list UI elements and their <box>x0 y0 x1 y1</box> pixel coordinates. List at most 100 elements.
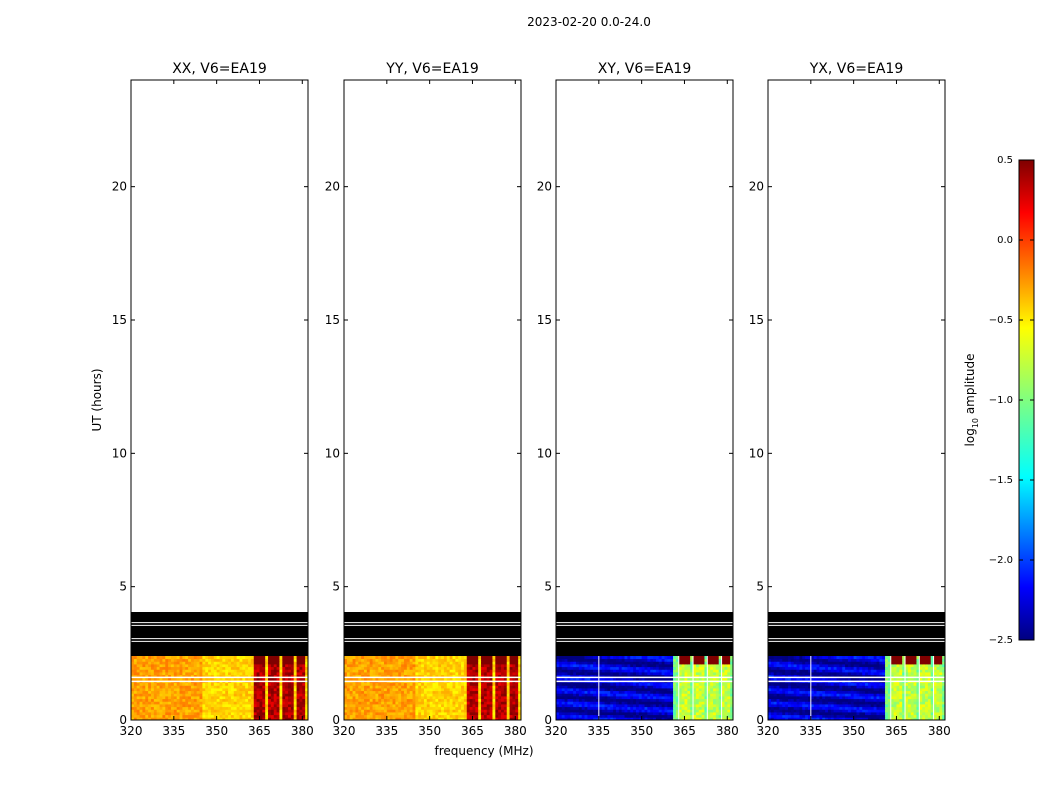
heatmap-cell <box>156 698 160 702</box>
heatmap-cell <box>233 701 238 705</box>
heatmap-cell <box>590 661 594 665</box>
heatmap-cell <box>604 672 608 676</box>
heatmap-cell <box>670 688 674 692</box>
heatmap-cell <box>270 677 275 681</box>
heatmap-cell <box>406 682 411 686</box>
heatmap-cell <box>927 704 932 708</box>
heatmap-cell <box>421 696 425 700</box>
heatmap-cell <box>222 674 226 678</box>
heatmap-cell <box>352 672 356 676</box>
heatmap-cell <box>707 677 711 681</box>
heatmap-cell <box>673 701 677 705</box>
heatmap-cell <box>210 696 215 700</box>
heatmap-cell <box>684 658 688 662</box>
heatmap-cell <box>724 696 728 700</box>
heatmap-cell <box>641 696 645 700</box>
heatmap-cell <box>190 709 195 713</box>
heatmap-cell <box>173 688 178 692</box>
heatmap-cell <box>936 712 940 716</box>
heatmap-cell <box>438 709 442 713</box>
heatmap-cell <box>361 688 365 692</box>
heatmap-cell <box>910 709 914 713</box>
heatmap-cell <box>790 706 795 710</box>
heatmap-cell <box>635 672 640 676</box>
heatmap-cell <box>647 717 651 721</box>
heatmap-cell <box>618 656 623 660</box>
heatmap-cell <box>822 706 826 710</box>
heatmap-cell <box>498 688 502 692</box>
heatmap-cell <box>239 661 243 665</box>
heatmap-cell <box>670 669 674 673</box>
heatmap-cell <box>463 666 468 670</box>
heatmap-cell <box>262 709 266 713</box>
heatmap-cell <box>202 698 206 702</box>
heatmap-cell <box>285 709 289 713</box>
heatmap-cell <box>919 714 923 718</box>
heatmap-cell <box>452 704 456 708</box>
heatmap-cell <box>902 709 906 713</box>
heatmap-cell <box>421 674 425 678</box>
heatmap-cell <box>188 690 192 694</box>
heatmap-cell <box>409 701 413 705</box>
heatmap-cell <box>199 693 203 697</box>
heatmap-cell <box>446 656 451 660</box>
heatmap-cell <box>630 674 634 678</box>
heatmap-cell <box>845 717 849 721</box>
heatmap-cell <box>847 709 852 713</box>
heatmap-cell <box>228 661 232 665</box>
heatmap-cell <box>208 712 212 716</box>
heatmap-cell <box>443 661 448 665</box>
heatmap-cell <box>506 706 510 710</box>
heatmap-cell <box>624 701 628 705</box>
heatmap-cell <box>366 658 371 662</box>
heatmap-cell <box>446 674 451 678</box>
heatmap-cell <box>355 701 359 705</box>
heatmap-cell <box>239 688 243 692</box>
heatmap-cell <box>601 685 605 689</box>
heatmap-cell <box>472 658 476 662</box>
heatmap-cell <box>902 712 906 716</box>
heatmap-cell <box>573 664 577 668</box>
heatmap-cell <box>621 690 625 694</box>
heatmap-cell <box>423 669 428 673</box>
heatmap-cell <box>681 698 685 702</box>
heatmap-cell <box>133 704 138 708</box>
heatmap-cell <box>675 706 680 710</box>
heatmap-cell <box>501 688 505 692</box>
heatmap-cell <box>839 709 843 713</box>
heatmap-cell <box>618 682 623 686</box>
heatmap-cell <box>836 714 840 718</box>
heatmap-cell <box>423 693 428 697</box>
heatmap-cell <box>156 712 160 716</box>
heatmap-cell <box>713 661 717 665</box>
heatmap-cell <box>449 701 453 705</box>
heatmap-cell <box>727 696 731 700</box>
heatmap-cell <box>489 709 493 713</box>
heatmap-cell <box>653 701 657 705</box>
heatmap-cell <box>415 693 419 697</box>
heatmap-cell <box>601 704 605 708</box>
heatmap-cell <box>564 693 568 697</box>
heatmap-cell <box>624 706 628 710</box>
heatmap-cell <box>721 672 725 676</box>
heatmap-cell <box>876 706 880 710</box>
heatmap-cell <box>687 666 691 670</box>
heatmap-cell <box>153 677 158 681</box>
heatmap-cell <box>156 690 160 694</box>
heatmap-cell <box>715 712 720 716</box>
heatmap-cell <box>661 690 665 694</box>
heatmap-cell <box>176 693 180 697</box>
heatmap-cell <box>378 690 382 694</box>
heatmap-cell <box>262 690 266 694</box>
heatmap-cell <box>730 664 734 668</box>
heatmap-cell <box>210 709 215 713</box>
heatmap-cell <box>216 672 220 676</box>
heatmap-cell <box>196 674 200 678</box>
heatmap-cell <box>472 712 476 716</box>
heatmap-cell <box>452 658 456 662</box>
heatmap-cell <box>253 685 258 689</box>
heatmap-cell <box>607 701 611 705</box>
heatmap-cell <box>162 698 166 702</box>
heatmap-cell <box>556 661 560 665</box>
heatmap-cell <box>595 685 600 689</box>
